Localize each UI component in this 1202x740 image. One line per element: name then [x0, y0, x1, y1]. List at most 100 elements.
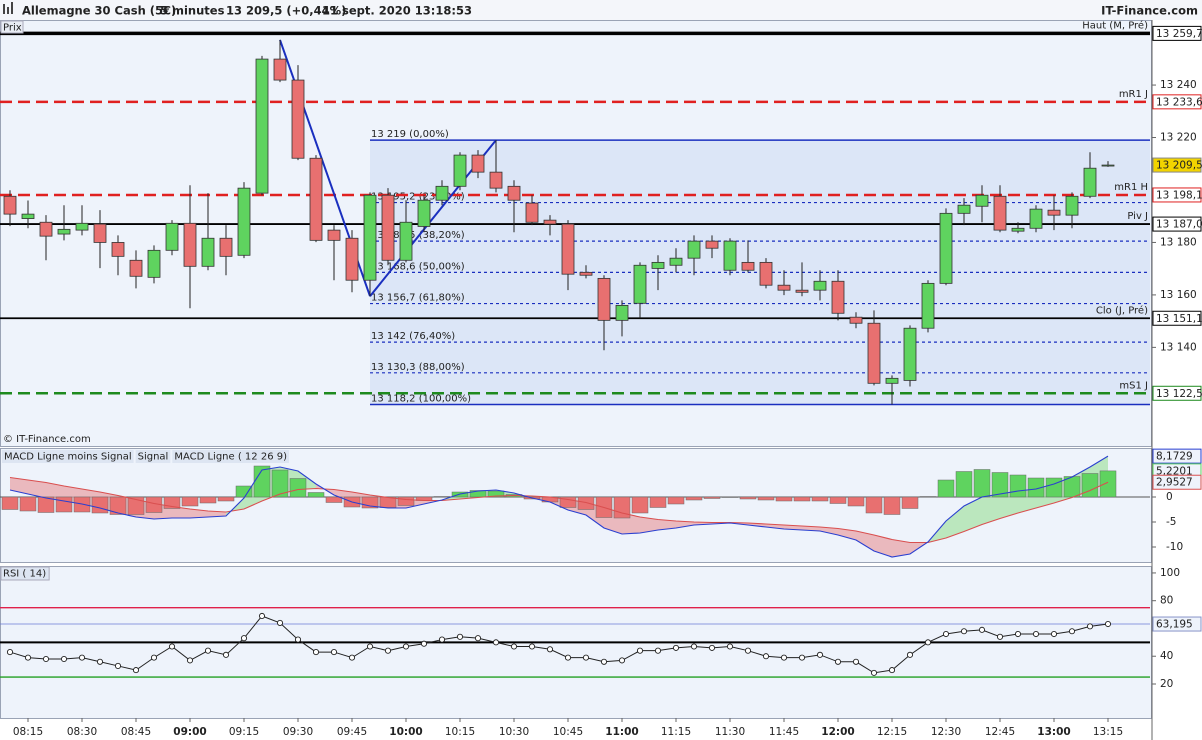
candle-body [363, 194, 377, 281]
candle-body [993, 195, 1007, 231]
header-title: Allemagne 30 Cash (5€) [22, 4, 176, 18]
macd-histogram-bar [757, 496, 775, 501]
candle-body [309, 157, 323, 241]
level-value-box [1152, 25, 1202, 41]
x-tick-label: 08:15 [13, 726, 43, 738]
macd-signal-fill [208, 511, 226, 517]
level-value-box [1152, 216, 1202, 232]
macd-histogram-bar [325, 496, 343, 503]
candle-body [543, 219, 557, 225]
candle-body [129, 259, 143, 277]
rsi-point [222, 651, 230, 658]
level-value-box [1152, 385, 1202, 401]
rsi-point [276, 619, 284, 626]
rsi-point [744, 647, 752, 654]
macd-histogram-bar [991, 472, 1009, 498]
y-tick-label: 13 240 [1160, 79, 1197, 91]
candle-body [507, 185, 521, 201]
rsi-point [690, 643, 698, 650]
macd-histogram-bar [739, 496, 757, 500]
macd-histogram-bar [235, 485, 253, 498]
x-tick-label: 12:00 [821, 726, 854, 738]
level-value: 13 151,1 [1156, 313, 1202, 325]
candle-body [327, 229, 341, 241]
candle-body [975, 194, 989, 207]
candle-body [849, 316, 863, 324]
candle-body [867, 322, 881, 384]
rsi-point [708, 644, 716, 651]
rsi-point [978, 626, 986, 633]
macd-histogram-bar [37, 496, 55, 513]
macd-histogram-bar [289, 478, 307, 498]
rsi-point [438, 636, 446, 643]
rsi-point [834, 658, 842, 665]
rsi-point [564, 654, 572, 661]
y-tick-label: 40 [1160, 650, 1173, 662]
candle-body [615, 304, 629, 321]
level-name: mR1 J [1119, 89, 1148, 100]
legend-entry: MACD Ligne moins Signal [4, 452, 132, 463]
rsi-point [1104, 620, 1112, 628]
rsi-point [6, 649, 14, 656]
macd-histogram-bar [703, 496, 721, 499]
candle-body [885, 377, 899, 384]
x-tick-label: 13:15 [1093, 726, 1123, 738]
candle-body [669, 257, 683, 266]
candle-body [111, 242, 125, 257]
rsi-point [510, 643, 518, 650]
fib-label: 13 130,3 (88,00%) [371, 362, 465, 373]
macd-signal-fill [856, 531, 874, 551]
candle-body [705, 240, 719, 249]
candle-body [561, 223, 575, 275]
last-price: 13 209,5 [1156, 160, 1202, 172]
candle-body [183, 222, 197, 267]
candle-body [651, 261, 665, 269]
candle-body [417, 199, 431, 227]
y-tick-label: 13 140 [1160, 341, 1197, 353]
level-name: mR1 H [1114, 182, 1148, 193]
candle-body [237, 187, 251, 256]
rsi-point [816, 651, 824, 658]
macd-histogram-bar [271, 469, 289, 498]
candle-body [1083, 167, 1097, 197]
macd-histogram-bar [631, 496, 649, 514]
rsi-point [114, 662, 122, 669]
candle-body [1047, 209, 1061, 216]
y-tick-label: -5 [1166, 516, 1176, 528]
y-tick-label: 100 [1160, 567, 1180, 579]
fib-label: 13 118,2 (100,00%) [371, 394, 471, 405]
rsi-point [366, 643, 374, 650]
candle-body [471, 154, 485, 173]
level-name: mS1 J [1119, 380, 1148, 391]
header-interval: 5 minutes [160, 4, 225, 18]
rsi-point [150, 654, 158, 661]
fib-label: 13 219 (0,00%) [371, 129, 449, 140]
x-tick-label: 08:30 [67, 726, 97, 738]
legend-box [135, 450, 171, 463]
candle-body [903, 327, 917, 381]
x-tick-label: 10:30 [499, 726, 529, 738]
rsi-point [726, 643, 734, 650]
macd-signal-fill [172, 506, 190, 518]
macd-signal-fill [28, 480, 46, 498]
rsi-point [852, 658, 860, 665]
macd-signal-fill [640, 517, 658, 533]
rsi-point [78, 654, 86, 661]
pane-label-box [0, 20, 24, 34]
level-name: Haut (M, Pré) [1082, 19, 1148, 31]
candle-body [273, 58, 287, 81]
legend-box [2, 450, 134, 463]
candle-body [633, 264, 647, 304]
macd-histogram-bar [1009, 474, 1027, 498]
candle-body [777, 284, 791, 291]
candle-body [939, 212, 953, 284]
series-last-value: 2,9527 [1156, 477, 1193, 489]
macd-histogram-bar [937, 479, 955, 498]
x-tick-label: 09:45 [337, 726, 367, 738]
rsi-point [942, 630, 950, 638]
rsi-point [474, 635, 482, 642]
candle-body [399, 221, 413, 261]
candle-body [219, 237, 233, 257]
macd-histogram-bar [109, 496, 127, 515]
